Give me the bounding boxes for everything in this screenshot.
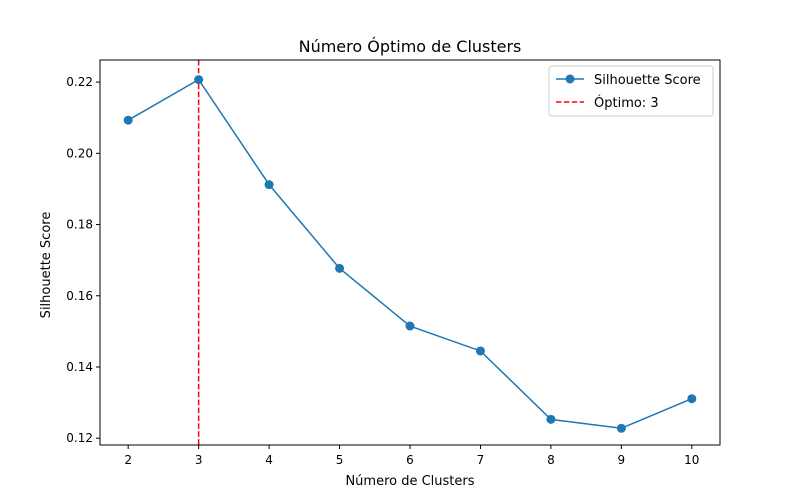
x-tick-label: 3 [195, 453, 203, 467]
legend-reference-label: Óptimo: 3 [594, 95, 659, 111]
y-tick-label: 0.22 [66, 75, 93, 89]
x-tick-label: 8 [547, 453, 555, 467]
data-point [264, 180, 274, 190]
y-tick-label: 0.18 [66, 218, 93, 232]
x-tick-label: 2 [124, 453, 132, 467]
data-point [194, 75, 204, 85]
data-point [546, 414, 556, 424]
x-tick-label: 10 [684, 453, 699, 467]
y-axis-label: Silhouette Score [39, 212, 54, 319]
axes-frame [99, 59, 721, 446]
x-tick-label: 4 [265, 453, 273, 467]
y-tick-label: 0.12 [66, 431, 93, 445]
x-tick-label: 7 [477, 453, 485, 467]
legend-frame [548, 65, 714, 117]
series-line [127, 78, 693, 430]
x-tick-label: 5 [336, 453, 344, 467]
chart-title: Número Óptimo de Clusters [299, 37, 522, 56]
data-point [335, 263, 345, 273]
data-point [616, 423, 626, 433]
x-tick-label: 9 [618, 453, 626, 467]
legend-series-label: Silhouette Score [594, 73, 701, 88]
y-tick-label: 0.16 [66, 289, 93, 303]
data-point [687, 394, 697, 404]
data-point [123, 115, 133, 125]
data-point [475, 346, 485, 356]
x-axis-label: Número de Clusters [345, 474, 474, 489]
data-point [405, 321, 415, 331]
x-tick-label: 6 [406, 453, 414, 467]
legend-series-marker [565, 74, 575, 84]
y-tick-label: 0.20 [66, 146, 93, 160]
plot-area: 2 3 4 5 6 7 8 9 10 0.12 0.14 0.16 0.18 0.20 0.22 [66, 59, 721, 467]
legend: Silhouette Score Óptimo: 3 [548, 65, 714, 117]
y-tick-label: 0.14 [66, 360, 93, 374]
